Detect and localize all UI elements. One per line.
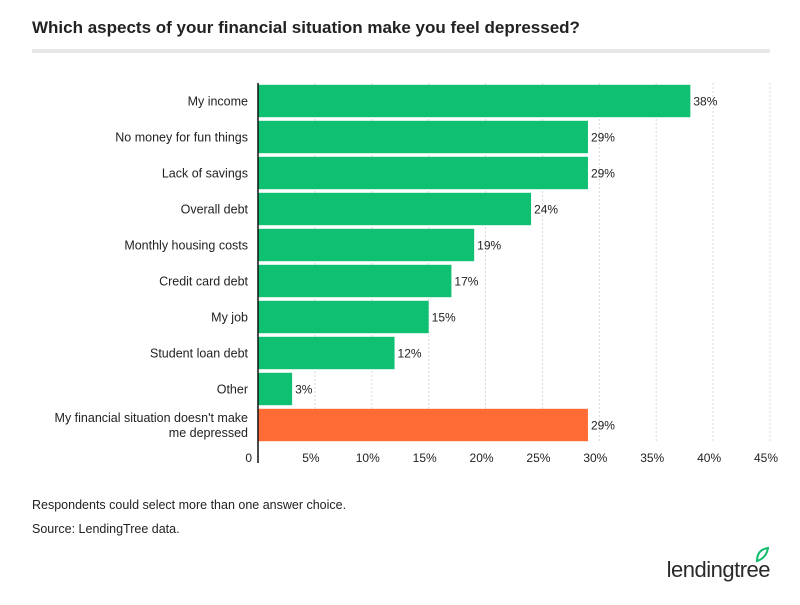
value-label: 3%: [295, 383, 313, 397]
category-label: Monthly housing costs: [124, 239, 248, 253]
value-label: 29%: [591, 131, 615, 145]
footnote-source: Source: LendingTree data.: [32, 522, 180, 536]
category-label: Student loan debt: [150, 347, 249, 361]
bar: [258, 84, 691, 118]
x-tick-label: 45%: [754, 451, 778, 465]
category-label: My job: [211, 311, 248, 325]
title-divider: [32, 49, 770, 53]
x-tick-label: 0: [245, 451, 252, 465]
bar: [258, 156, 588, 190]
value-label: 24%: [534, 203, 558, 217]
value-label: 17%: [454, 275, 478, 289]
bar: [258, 264, 452, 298]
x-tick-label: 40%: [697, 451, 721, 465]
x-tick-label: 30%: [583, 451, 607, 465]
category-label: My income: [188, 95, 248, 109]
category-label: No money for fun things: [115, 131, 248, 145]
bar-chart: My income 38% No money for fun things 29% La…: [55, 83, 778, 465]
bar: [258, 336, 395, 370]
bar: [258, 228, 475, 262]
value-label: 38%: [693, 95, 717, 109]
value-label: 15%: [432, 311, 456, 325]
category-label: Other: [217, 383, 248, 397]
value-label: 29%: [591, 167, 615, 181]
bar: [258, 408, 588, 442]
bar: [258, 120, 588, 154]
bar: [258, 372, 293, 406]
x-tick-label: 25%: [526, 451, 550, 465]
value-label: 12%: [398, 347, 422, 361]
leaf-icon: [755, 547, 769, 563]
lendingtree-logo: lendingtree: [666, 547, 771, 583]
footnote-multiple-choice: Respondents could select more than one a…: [32, 498, 347, 512]
x-tick-label: 5%: [302, 451, 320, 465]
x-tick-label: 20%: [470, 451, 494, 465]
value-label: 29%: [591, 419, 615, 433]
x-tick-label: 15%: [413, 451, 437, 465]
bar: [258, 192, 532, 226]
logo-text: lendingtree: [666, 557, 771, 582]
value-label: 19%: [477, 239, 501, 253]
x-tick-label: 10%: [356, 451, 380, 465]
category-label: Lack of savings: [162, 167, 248, 181]
x-tick-label: 35%: [640, 451, 664, 465]
category-label: Overall debt: [181, 203, 249, 217]
bar: [258, 300, 429, 334]
category-label: Credit card debt: [159, 275, 248, 289]
category-label: My financial situation doesn't make me de…: [55, 411, 249, 440]
chart-title: Which aspects of your financial situatio…: [32, 18, 580, 37]
